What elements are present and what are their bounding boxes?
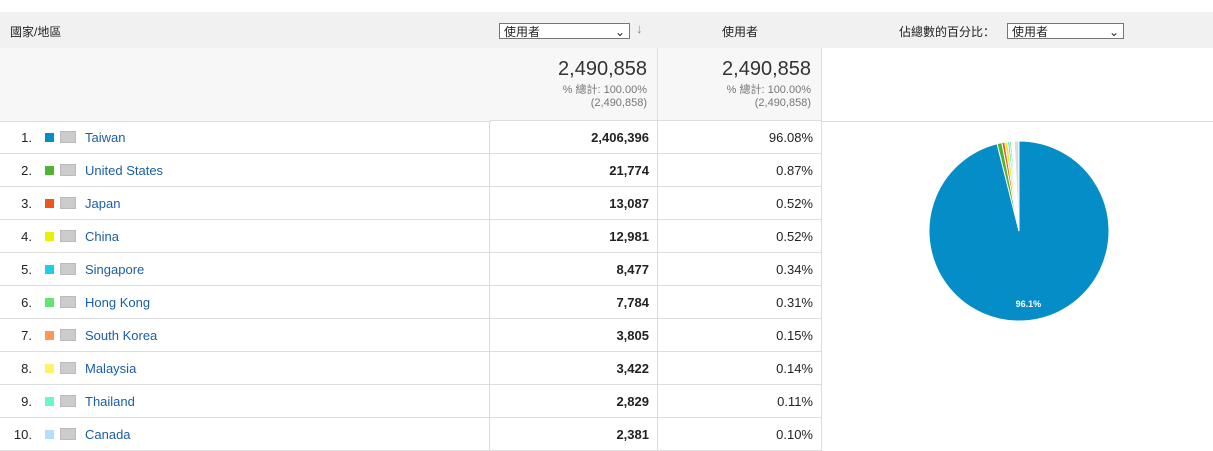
country-link[interactable]: Malaysia bbox=[85, 361, 137, 376]
select-text: 使用者 bbox=[1012, 25, 1049, 39]
flag-icon bbox=[60, 263, 76, 275]
country-cell: 3. Japan bbox=[0, 187, 490, 220]
percent-cell: 0.34% bbox=[658, 253, 822, 286]
flag-icon bbox=[60, 428, 76, 440]
summary-empty bbox=[0, 48, 491, 122]
country-cell: 9. Thailand bbox=[0, 385, 490, 418]
color-swatch bbox=[45, 331, 54, 340]
slice-label: 96.1% bbox=[1016, 299, 1042, 309]
country-cell: 10. Canada bbox=[0, 418, 490, 451]
header-metric: 使用者 ⌄ ↓ bbox=[490, 12, 659, 48]
country-link[interactable]: Canada bbox=[85, 427, 131, 442]
share-select[interactable]: 使用者 ⌄ bbox=[1007, 23, 1124, 39]
rank: 3. bbox=[21, 196, 32, 211]
country-link[interactable]: Taiwan bbox=[85, 130, 126, 145]
flag-icon bbox=[60, 230, 76, 242]
country-link[interactable]: Thailand bbox=[85, 394, 135, 409]
summary-percent: % 總計: 100.00% bbox=[562, 84, 647, 96]
flag-icon bbox=[60, 197, 76, 209]
country-cell: 4. China bbox=[0, 220, 490, 253]
pie-chart: 96.1% bbox=[928, 140, 1110, 322]
percent-cell: 0.31% bbox=[658, 286, 822, 319]
country-cell: 2. United States bbox=[0, 154, 490, 187]
users-cell: 2,406,396 bbox=[490, 121, 658, 154]
country-cell: 6. Hong Kong bbox=[0, 286, 490, 319]
header-users: 使用者 bbox=[658, 12, 823, 48]
percent-cell: 0.10% bbox=[658, 418, 822, 451]
header-share: 佔總數的百分比： 使用者 ⌄ bbox=[822, 12, 1213, 48]
flag-icon bbox=[60, 296, 76, 308]
users-cell: 8,477 bbox=[490, 253, 658, 286]
country-link[interactable]: Singapore bbox=[85, 262, 145, 277]
country-link[interactable]: China bbox=[85, 229, 119, 244]
country-link[interactable]: Japan bbox=[85, 196, 121, 211]
summary-percent: % 總計: 100.00% bbox=[726, 84, 811, 96]
rank: 8. bbox=[21, 361, 32, 376]
color-swatch bbox=[45, 199, 54, 208]
color-swatch bbox=[45, 232, 54, 241]
percent-cell: 0.11% bbox=[658, 385, 822, 418]
users-cell: 13,087 bbox=[490, 187, 658, 220]
summary-total: 2,490,858 bbox=[558, 58, 647, 80]
users-cell: 12,981 bbox=[490, 220, 658, 253]
pie-slice bbox=[1013, 140, 1020, 232]
flag-icon bbox=[60, 395, 76, 407]
country-cell: 5. Singapore bbox=[0, 253, 490, 286]
rank: 7. bbox=[21, 328, 32, 343]
rank: 6. bbox=[21, 295, 32, 310]
header-text: 使用者 bbox=[721, 25, 758, 39]
percent-cell: 0.52% bbox=[658, 220, 822, 253]
color-swatch bbox=[45, 166, 54, 175]
rank: 4. bbox=[21, 229, 32, 244]
country-cell: 8. Malaysia bbox=[0, 352, 490, 385]
flag-icon bbox=[60, 164, 76, 176]
rank: 2. bbox=[21, 163, 32, 178]
rank: 1. bbox=[21, 130, 32, 145]
summary-empty bbox=[822, 48, 1213, 122]
percent-cell: 0.14% bbox=[658, 352, 822, 385]
color-swatch bbox=[45, 265, 54, 274]
header-text: 國家/地區 bbox=[10, 25, 62, 39]
rank: 5. bbox=[21, 262, 32, 277]
dropdown-caret: ⌄ bbox=[614, 25, 625, 39]
color-swatch bbox=[45, 133, 54, 142]
select-text: 使用者 bbox=[504, 25, 541, 39]
color-swatch bbox=[45, 364, 54, 373]
summary-absolute: (2,490,858) bbox=[754, 97, 811, 109]
rank: 10. bbox=[13, 427, 32, 442]
summary-total: 2,490,858 bbox=[722, 58, 811, 80]
color-swatch bbox=[45, 397, 54, 406]
country-cell: 7. South Korea bbox=[0, 319, 490, 352]
users-cell: 3,805 bbox=[490, 319, 658, 352]
header-text: 佔總數的百分比： bbox=[899, 25, 996, 39]
country-link[interactable]: South Korea bbox=[85, 328, 158, 343]
users-cell: 3,422 bbox=[490, 352, 658, 385]
country-link[interactable]: Hong Kong bbox=[85, 295, 151, 310]
dropdown-caret: ⌄ bbox=[1108, 25, 1119, 39]
users-cell: 7,784 bbox=[490, 286, 658, 319]
percent-cell: 0.52% bbox=[658, 187, 822, 220]
color-swatch bbox=[45, 430, 54, 439]
users-cell: 2,381 bbox=[490, 418, 658, 451]
users-cell: 21,774 bbox=[490, 154, 658, 187]
percent-cell: 0.15% bbox=[658, 319, 822, 352]
summary-cell: 2,490,858 % 總計: 100.00% (2,490,858) bbox=[658, 48, 822, 121]
header-country: 國家/地區 bbox=[0, 12, 491, 48]
country-cell: 1. Taiwan bbox=[0, 121, 490, 154]
percent-cell: 0.87% bbox=[658, 154, 822, 187]
percent-cell: 96.08% bbox=[658, 121, 822, 154]
color-swatch bbox=[45, 298, 54, 307]
flag-icon bbox=[60, 329, 76, 341]
flag-icon bbox=[60, 362, 76, 374]
rank: 9. bbox=[21, 394, 32, 409]
summary-cell: 2,490,858 % 總計: 100.00% (2,490,858) bbox=[490, 48, 658, 121]
sort-arrow[interactable]: ↓ bbox=[636, 21, 643, 36]
metric-select[interactable]: 使用者 ⌄ bbox=[499, 23, 630, 39]
summary-absolute: (2,490,858) bbox=[590, 97, 647, 109]
country-link[interactable]: United States bbox=[85, 163, 164, 178]
flag-icon bbox=[60, 131, 76, 143]
users-cell: 2,829 bbox=[490, 385, 658, 418]
